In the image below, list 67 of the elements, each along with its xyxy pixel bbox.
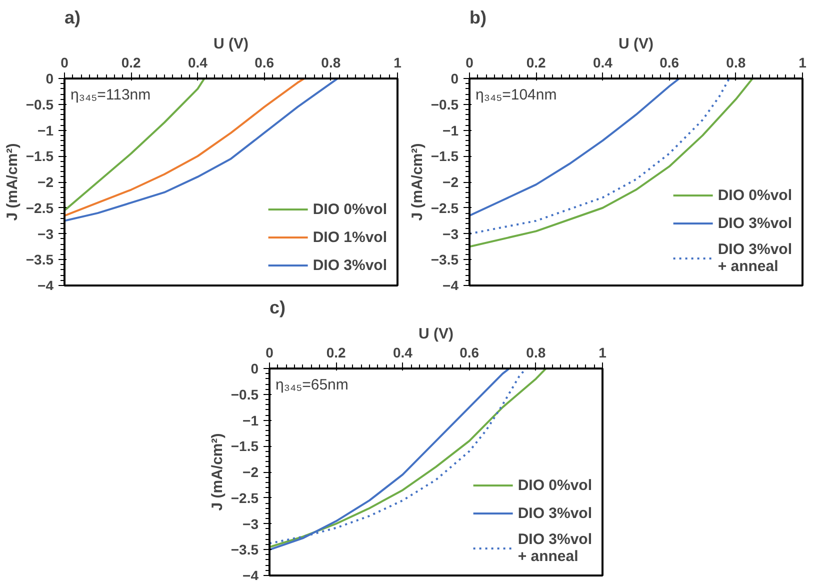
legend-label: DIO 3%vol + anneal <box>718 241 792 275</box>
annotation: η₃₄₅=65nm <box>276 376 348 394</box>
y-tick-label: −1.5 <box>430 148 459 164</box>
y-tick-label: −3.5 <box>230 542 259 558</box>
x-tick-label: 0.8 <box>726 54 746 70</box>
y-tick-label: −1 <box>442 122 459 138</box>
x-tick-label: 0.6 <box>660 54 680 70</box>
y-tick-label: −2 <box>242 464 259 480</box>
x-tick-label: 0.8 <box>321 54 341 70</box>
x-tick-label: 0.2 <box>326 344 346 360</box>
x-tick-label: 1 <box>598 344 607 360</box>
y-tick-label: −2 <box>442 174 459 190</box>
x-tick-label: 0.2 <box>121 54 142 70</box>
x-tick-label: 0.4 <box>592 54 613 70</box>
line-series <box>470 78 680 217</box>
legend-label: DIO 3%vol <box>718 214 792 232</box>
x-tick-label: 0 <box>466 54 474 70</box>
annotation: η₃₄₅=104nm <box>476 86 557 104</box>
x-tick-label: 0.8 <box>526 344 546 360</box>
x-axis-title: U (V) <box>418 326 454 342</box>
x-tick-label: 1 <box>798 54 807 70</box>
x-tick-label: 0.4 <box>392 344 413 360</box>
y-tick-label: −3 <box>442 226 459 242</box>
y-axis-title: J (mA/cm²) <box>408 143 426 221</box>
legend-label: DIO 0%vol <box>718 186 792 204</box>
y-tick-label: −1 <box>242 412 259 428</box>
x-tick-label: 1 <box>394 54 402 70</box>
x-axis-title: U (V) <box>214 36 248 52</box>
y-tick-label: −3 <box>242 516 259 532</box>
y-tick-label: −2.5 <box>230 490 259 506</box>
legend-label: DIO 0%vol <box>312 200 387 218</box>
legend-label: DIO 3%vol <box>518 504 592 522</box>
y-tick-label: 0 <box>450 70 459 86</box>
y-tick-label: −1.5 <box>26 148 54 164</box>
y-tick-label: −3.5 <box>430 252 459 268</box>
x-tick-label: 0.4 <box>188 54 208 70</box>
x-tick-label: 0 <box>60 54 69 70</box>
annotation: η₃₄₅=113nm <box>70 86 151 104</box>
x-tick-label: 0.6 <box>460 344 480 360</box>
x-tick-label: 0 <box>266 344 274 360</box>
y-tick-label: −2 <box>38 174 54 190</box>
line-series <box>64 78 306 217</box>
chart-title: a) <box>64 8 81 28</box>
y-tick-label: −3 <box>38 226 54 242</box>
y-tick-label: 0 <box>46 70 54 86</box>
legend-label: DIO 1%vol <box>312 228 387 246</box>
y-tick-label: −3.5 <box>26 252 54 268</box>
y-tick-label: −0.5 <box>430 96 459 112</box>
y-tick-label: −1.5 <box>230 438 259 454</box>
y-tick-label: −2.5 <box>26 200 54 216</box>
y-tick-label: −0.5 <box>26 96 54 112</box>
y-axis-title: J (mA/cm²) <box>4 143 21 221</box>
legend-label: DIO 3%vol <box>312 256 387 274</box>
y-tick-label: 0 <box>250 360 259 376</box>
y-axis-title: J (mA/cm²) <box>208 433 226 511</box>
line-series <box>64 78 339 222</box>
y-tick-label: −1 <box>38 122 54 138</box>
y-tick-label: −2.5 <box>430 200 459 216</box>
x-axis-title: U (V) <box>618 36 654 52</box>
line-series <box>64 78 206 212</box>
legend-label: DIO 3%vol + anneal <box>518 531 592 565</box>
y-tick-label: −0.5 <box>230 386 259 402</box>
x-tick-label: 0.2 <box>526 54 546 70</box>
x-tick-label: 0.6 <box>254 54 274 70</box>
chart-title: b) <box>470 8 486 28</box>
legend-label: DIO 0%vol <box>518 476 592 494</box>
chart-title: c) <box>270 298 286 318</box>
